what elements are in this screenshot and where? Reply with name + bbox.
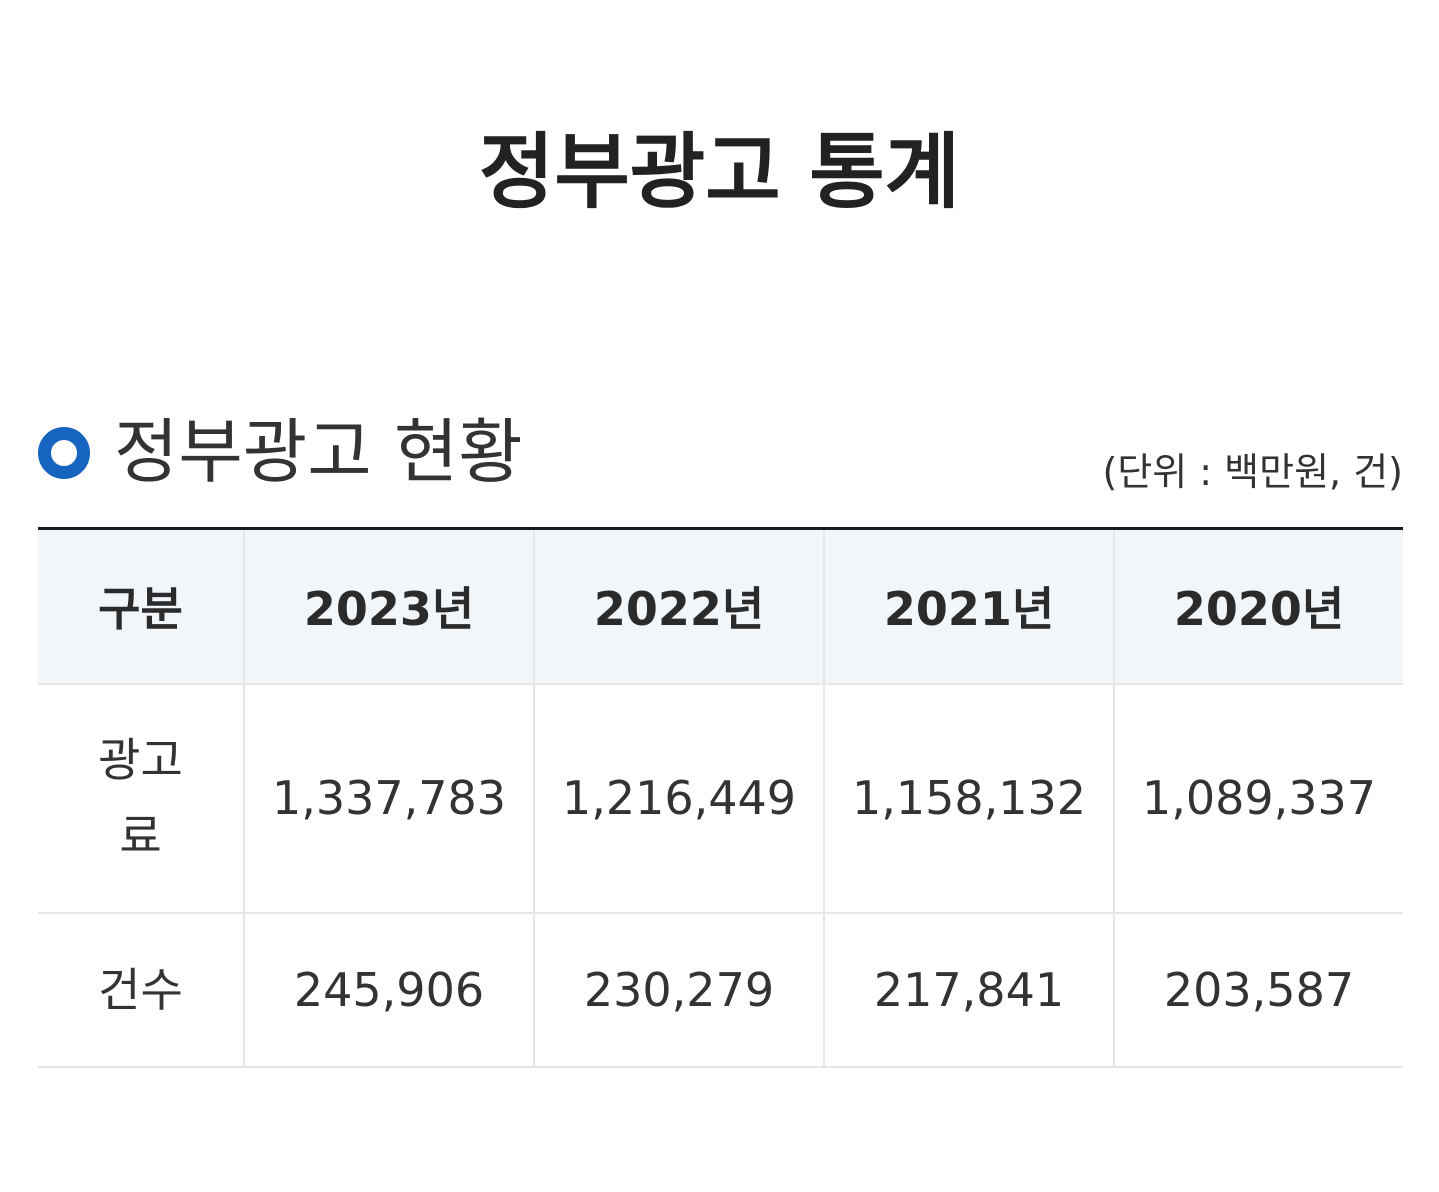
column-header-2022: 2022년: [533, 528, 824, 685]
column-header-2021: 2021년: [823, 528, 1114, 685]
row-label-ad-fee: 광고료: [38, 683, 244, 914]
row-label-count: 건수: [38, 912, 244, 1068]
page-title: 정부광고 통계: [478, 125, 961, 220]
table-cell: 203,587: [1113, 912, 1403, 1068]
column-header-category: 구분: [38, 528, 244, 685]
table-row: 건수 245,906 230,279 217,841 203,587: [38, 912, 1403, 1068]
table-cell: 217,841: [823, 912, 1114, 1068]
unit-note: (단위 : 백만원, 건): [1102, 450, 1403, 494]
column-header-2023: 2023년: [243, 528, 534, 685]
section-header: 정부광고 현황 (단위 : 백만원, 건): [38, 405, 1403, 500]
table-cell: 245,906: [243, 912, 534, 1068]
table-cell: 1,337,783: [243, 683, 534, 914]
table-header-row: 구분 2023년 2022년 2021년 2020년: [38, 528, 1403, 685]
column-header-2020: 2020년: [1113, 528, 1403, 685]
table-cell: 1,158,132: [823, 683, 1114, 914]
table-cell: 1,089,337: [1113, 683, 1403, 914]
table-row: 광고료 1,337,783 1,216,449 1,158,132 1,089,…: [38, 683, 1403, 914]
table-cell: 1,216,449: [533, 683, 824, 914]
table-cell: 230,279: [533, 912, 824, 1068]
circle-bullet-icon: [38, 427, 90, 479]
stats-table: 구분 2023년 2022년 2021년 2020년 광고료 1,337,783…: [38, 527, 1403, 1068]
section-title: 정부광고 현황: [114, 411, 523, 493]
